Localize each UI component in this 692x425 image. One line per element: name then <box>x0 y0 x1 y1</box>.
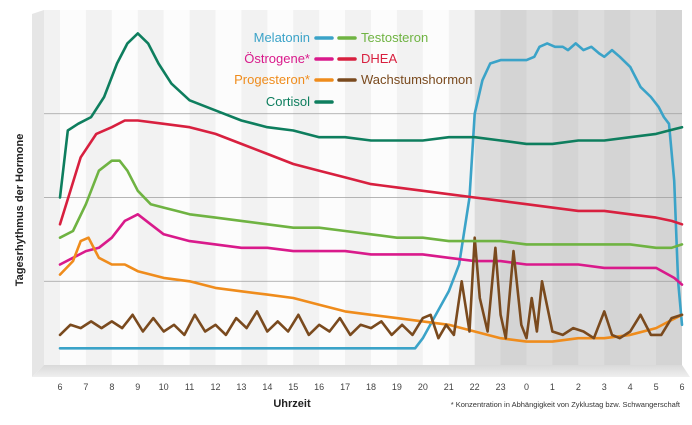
series-lines <box>58 32 684 350</box>
x-tick-label: 2 <box>576 382 581 392</box>
series-line-östrogene <box>58 213 684 286</box>
series-line-wachstumshormon <box>58 236 684 340</box>
x-tick-label: 7 <box>83 382 88 392</box>
left-wall <box>32 10 44 377</box>
x-tick-label: 0 <box>524 382 529 392</box>
x-tick-label: 5 <box>654 382 659 392</box>
y-axis-title: Tagesrhythmus der Hormone <box>14 134 26 287</box>
x-tick-label: 17 <box>340 382 350 392</box>
legend: Melatonin Östrogene* Progesteron* Cortisol T… <box>234 30 472 109</box>
x-tick-label: 10 <box>159 382 169 392</box>
legend-label: Progesteron* <box>234 72 310 87</box>
legend-label: Wachstumshormon <box>361 72 473 87</box>
legend-label: Östrogene* <box>244 51 310 66</box>
chart-background <box>32 10 690 377</box>
x-tick-label: 19 <box>392 382 402 392</box>
x-tick-label: 9 <box>135 382 140 392</box>
hour-stripe <box>163 10 190 365</box>
x-tick-label: 14 <box>262 382 272 392</box>
x-tick-label: 18 <box>366 382 376 392</box>
x-axis-title: Uhrzeit <box>273 398 311 410</box>
series-line-progesteron <box>58 236 684 343</box>
x-tick-label: 11 <box>185 382 194 392</box>
legend-label: Testosteron <box>361 30 428 45</box>
legend-label: Melatonin <box>254 30 310 45</box>
series-line-cortisol <box>58 32 684 199</box>
x-tick-label: 23 <box>496 382 506 392</box>
series-line-dhea <box>58 119 684 226</box>
gridlines <box>44 113 682 282</box>
x-tick-label: 1 <box>550 382 555 392</box>
hour-stripe <box>60 10 86 365</box>
plot-wall <box>44 10 682 365</box>
floor <box>32 365 690 377</box>
x-tick-label: 6 <box>679 382 684 392</box>
x-tick-label: 8 <box>109 382 114 392</box>
x-tick-label: 22 <box>470 382 480 392</box>
hour-stripe <box>319 10 346 365</box>
x-tick-label: 6 <box>57 382 62 392</box>
x-tick-label: 4 <box>628 382 633 392</box>
x-tick-label: 20 <box>418 382 428 392</box>
series-line-testosteron <box>58 159 684 250</box>
x-tick-label: 15 <box>288 382 298 392</box>
footnote: * Konzentration in Abhängigkeit von Zykl… <box>451 400 681 409</box>
x-tick-label: 16 <box>314 382 324 392</box>
x-tick-labels: 6 7 8 9 10 11 12 13 14 15 16 17 18 19 20 21 22 23 0 1 2 3 4 5 6 <box>57 382 684 392</box>
hour-stripe <box>630 10 657 365</box>
legend-label: DHEA <box>361 51 397 66</box>
series-line-melatonin <box>58 42 684 350</box>
x-tick-label: 3 <box>602 382 607 392</box>
legend-label: Cortisol <box>266 94 310 109</box>
x-tick-label: 13 <box>236 382 246 392</box>
hour-stripe <box>215 10 242 365</box>
hour-stripe <box>578 10 605 365</box>
x-tick-label: 21 <box>444 382 454 392</box>
x-tick-label: 12 <box>210 382 220 392</box>
hour-stripe <box>267 10 294 365</box>
hour-stripe <box>422 10 449 365</box>
night-shading <box>474 10 682 365</box>
